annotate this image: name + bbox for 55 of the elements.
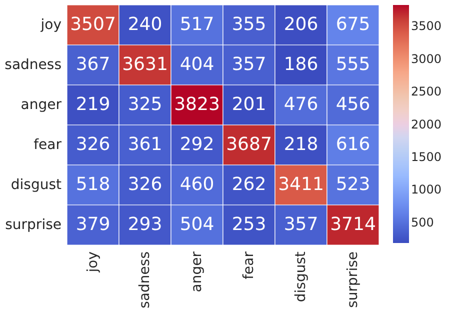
x-tick-label: anger [189, 251, 205, 292]
y-tick-label: sadness [4, 57, 62, 73]
data-label: 523 [336, 174, 370, 195]
data-label: 476 [284, 94, 318, 115]
x-tick-label: fear [241, 251, 257, 280]
data-label: 219 [76, 94, 110, 115]
data-label: 3687 [226, 134, 272, 155]
y-tick-label: joy [40, 17, 62, 33]
data-label: 201 [232, 94, 266, 115]
x-tick-label: surprise [345, 252, 361, 308]
data-label: 518 [76, 174, 110, 195]
data-label: 218 [284, 134, 318, 155]
data-label: 456 [336, 94, 370, 115]
data-label: 326 [128, 174, 162, 195]
data-label: 517 [180, 14, 214, 35]
x-tick-label: sadness [137, 252, 153, 308]
data-label: 326 [76, 134, 110, 155]
data-label: 3507 [70, 14, 116, 35]
data-label: 186 [284, 54, 318, 75]
data-label: 616 [336, 134, 370, 155]
color-bar-label: 3000 [411, 52, 442, 66]
color-bar-label: 2500 [411, 84, 442, 99]
data-label: 293 [128, 214, 162, 235]
data-label: 240 [128, 14, 162, 35]
data-label: 361 [128, 134, 162, 155]
data-label: 504 [180, 214, 214, 235]
data-label: 325 [128, 94, 162, 115]
data-label: 292 [180, 134, 214, 155]
data-label: 379 [76, 214, 110, 235]
data-label: 3714 [330, 214, 376, 235]
data-label: 367 [76, 54, 110, 75]
data-label: 253 [232, 214, 266, 235]
color-bar-label: 500 [411, 215, 434, 230]
y-tick-label: anger [20, 97, 62, 113]
y-tick-label: disgust [10, 177, 62, 193]
data-label: 355 [232, 14, 266, 35]
data-label: 357 [284, 214, 318, 235]
y-tick-label: fear [34, 137, 62, 153]
x-tick-label: disgust [293, 251, 309, 302]
x-tick-label: joy [85, 252, 101, 274]
data-label: 460 [180, 174, 214, 195]
color-bar-label: 1000 [411, 182, 442, 197]
color-bar-label: 1500 [411, 150, 442, 164]
data-label: 3631 [122, 54, 168, 75]
data-label: 3823 [174, 94, 220, 115]
data-label: 206 [284, 14, 318, 35]
data-label: 675 [336, 14, 370, 35]
color-bar-label: 3500 [411, 19, 442, 34]
data-label: 3411 [278, 174, 324, 195]
data-label: 404 [180, 54, 214, 75]
data-label: 357 [232, 54, 266, 75]
color-bar-label: 2000 [411, 117, 442, 132]
data-label: 555 [336, 54, 370, 75]
y-tick-label: surprise [5, 217, 62, 233]
data-label: 262 [232, 174, 266, 195]
